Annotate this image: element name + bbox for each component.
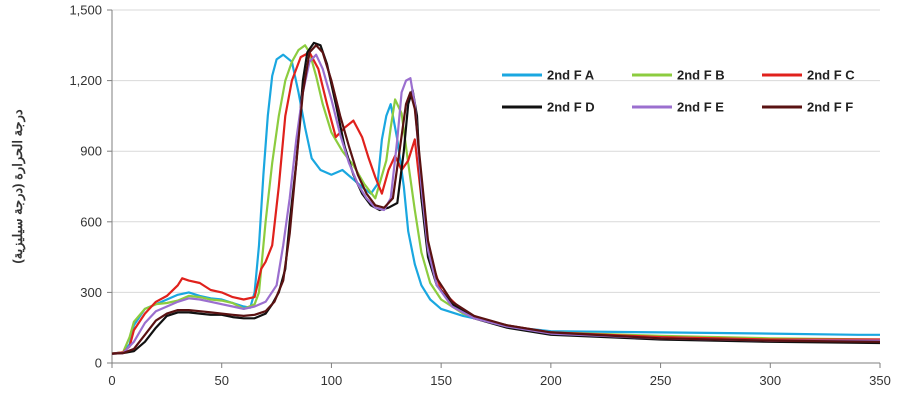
x-tick-label: 350 — [869, 373, 891, 388]
y-tick-label: 900 — [80, 144, 102, 159]
legend-label: 2nd F D — [547, 100, 595, 115]
y-tick-label: 1,500 — [69, 3, 102, 18]
legend-label: 2nd F B — [677, 68, 725, 83]
x-tick-label: 100 — [321, 373, 343, 388]
series-line-2nd-f-b — [111, 44, 881, 355]
legend-label: 2nd F F — [807, 100, 853, 115]
y-axis-ticks: 0 300 600 900 1,200 1,500 — [69, 3, 112, 371]
plot-area — [111, 10, 880, 364]
y-tick-label: 0 — [95, 356, 102, 371]
x-tick-label: 200 — [540, 373, 562, 388]
y-tick-label: 300 — [80, 285, 102, 300]
y-tick-label: 1,200 — [69, 73, 102, 88]
series-line-2nd-f-e — [111, 53, 880, 355]
series-line-2nd-f-c — [111, 51, 880, 355]
x-tick-label: 50 — [214, 373, 228, 388]
x-tick-label: 150 — [430, 373, 452, 388]
legend: 2nd F A 2nd F B 2nd F C 2nd F D 2nd F E 2nd F… — [502, 68, 855, 115]
x-axis-ticks: 0 50 100 150 200 250 300 350 — [108, 363, 891, 388]
y-tick-label: 600 — [80, 214, 102, 229]
x-tick-label: 0 — [108, 373, 115, 388]
series-line-2nd-f-f — [111, 44, 881, 355]
legend-label: 2nd F E — [677, 100, 724, 115]
legend-label: 2nd F A — [547, 68, 595, 83]
series-line-2nd-f-a — [111, 53, 880, 355]
x-tick-label: 300 — [759, 373, 781, 388]
gridlines — [112, 9, 880, 293]
legend-label: 2nd F C — [807, 68, 855, 83]
series-layer — [111, 41, 881, 355]
series-line-2nd-f-d — [111, 41, 881, 355]
y-axis-label: درجة الحرارة (درجة سيليزية) — [10, 109, 26, 263]
x-tick-label: 250 — [650, 373, 672, 388]
